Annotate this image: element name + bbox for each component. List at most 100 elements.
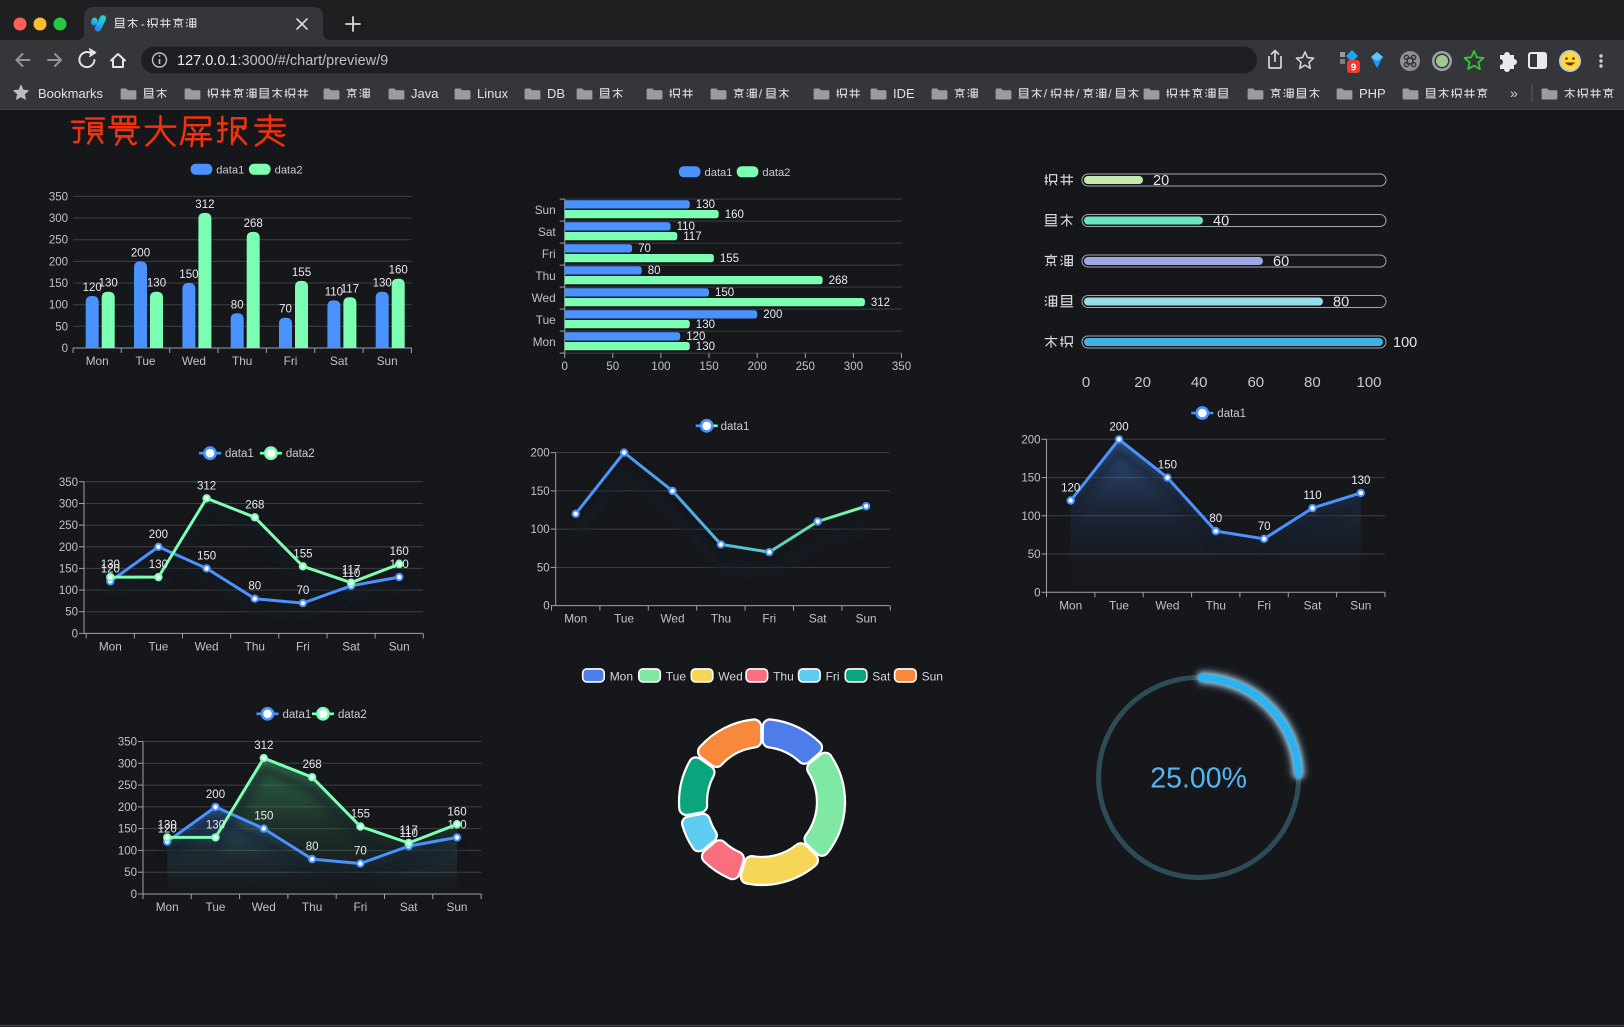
svg-text:Sat: Sat <box>872 669 891 683</box>
svg-text:250: 250 <box>118 780 137 792</box>
svg-text:130: 130 <box>696 319 715 331</box>
svg-text:Sun: Sun <box>922 669 943 683</box>
svg-text:160: 160 <box>725 209 744 221</box>
svg-text:Mon: Mon <box>99 639 122 653</box>
svg-text:100: 100 <box>49 300 68 312</box>
svg-text:data1: data1 <box>721 421 750 433</box>
svg-text:70: 70 <box>1258 521 1271 533</box>
svg-text:130: 130 <box>99 278 118 290</box>
svg-text:data2: data2 <box>275 164 303 176</box>
svg-text:117: 117 <box>683 231 701 243</box>
svg-text:117: 117 <box>342 565 360 577</box>
svg-text:40: 40 <box>1191 374 1208 391</box>
svg-text:268: 268 <box>244 218 263 230</box>
svg-text:Sun: Sun <box>377 354 398 368</box>
svg-text:25.00%: 25.00% <box>1150 763 1247 795</box>
svg-text:200: 200 <box>763 309 782 321</box>
svg-text:70: 70 <box>279 304 292 316</box>
svg-text:300: 300 <box>59 499 78 511</box>
svg-text:Fri: Fri <box>284 354 298 368</box>
svg-text:155: 155 <box>720 253 739 265</box>
svg-text:268: 268 <box>303 759 322 771</box>
svg-text:Wed: Wed <box>718 669 742 683</box>
svg-text:160: 160 <box>447 806 466 818</box>
svg-text:0: 0 <box>72 628 78 640</box>
svg-text:0: 0 <box>62 343 68 355</box>
svg-text:40: 40 <box>1213 214 1229 230</box>
svg-text:Wed: Wed <box>660 612 684 626</box>
svg-text:120: 120 <box>1061 483 1080 495</box>
svg-text:Sat: Sat <box>400 900 418 914</box>
svg-text:100: 100 <box>1393 335 1417 351</box>
svg-text:50: 50 <box>537 562 550 574</box>
svg-text:data2: data2 <box>338 709 367 721</box>
svg-text:Fri: Fri <box>354 900 368 914</box>
svg-text:Mon: Mon <box>610 669 633 683</box>
svg-text:Sun: Sun <box>447 900 468 914</box>
svg-text:80: 80 <box>1209 513 1222 525</box>
svg-text:120: 120 <box>83 282 102 294</box>
svg-text:/: / <box>1108 87 1112 101</box>
svg-text:110: 110 <box>400 828 418 840</box>
svg-text:80: 80 <box>231 299 244 311</box>
svg-text:80: 80 <box>648 265 661 277</box>
svg-text:data2: data2 <box>286 448 315 460</box>
svg-text:130: 130 <box>101 559 120 571</box>
svg-text:312: 312 <box>871 297 890 309</box>
svg-text:Mon: Mon <box>1059 598 1082 612</box>
svg-text:130: 130 <box>158 819 177 831</box>
svg-text:9: 9 <box>1351 63 1357 74</box>
svg-text:250: 250 <box>59 520 78 532</box>
svg-text:70: 70 <box>354 846 367 858</box>
svg-text:130: 130 <box>206 819 225 831</box>
svg-text:Tue: Tue <box>1109 598 1129 612</box>
svg-text:data1: data1 <box>225 448 254 460</box>
svg-text:200: 200 <box>1021 434 1040 446</box>
svg-text:Wed: Wed <box>182 354 206 368</box>
svg-text:Sat: Sat <box>342 639 360 653</box>
svg-text:Sat: Sat <box>330 354 348 368</box>
svg-text:150: 150 <box>1021 473 1040 485</box>
svg-text:0: 0 <box>131 889 137 901</box>
svg-text:Sat: Sat <box>809 612 827 626</box>
svg-text:200: 200 <box>748 361 767 373</box>
svg-text:80: 80 <box>306 841 319 853</box>
svg-text:data1: data1 <box>216 164 244 176</box>
svg-text:Fri: Fri <box>296 639 310 653</box>
svg-text:50: 50 <box>606 361 619 373</box>
svg-text:60: 60 <box>1273 254 1289 270</box>
svg-text:Bookmarks: Bookmarks <box>38 86 104 101</box>
svg-text:Wed: Wed <box>195 639 219 653</box>
svg-text:80: 80 <box>248 581 261 593</box>
svg-text:Sun: Sun <box>856 612 877 626</box>
svg-text:Thu: Thu <box>773 669 794 683</box>
svg-text:350: 350 <box>118 737 137 749</box>
svg-text:100: 100 <box>118 845 137 857</box>
svg-text:data2: data2 <box>762 167 790 179</box>
svg-text:Mon: Mon <box>86 354 109 368</box>
svg-text:PHP: PHP <box>1359 86 1386 101</box>
svg-text:110: 110 <box>677 221 695 233</box>
svg-text:Tue: Tue <box>136 354 156 368</box>
svg-text:Tue: Tue <box>666 669 687 683</box>
svg-text:Fri: Fri <box>762 612 776 626</box>
svg-text:130: 130 <box>1351 475 1370 487</box>
svg-text:250: 250 <box>796 361 815 373</box>
svg-text:150: 150 <box>1158 460 1177 472</box>
svg-text:110: 110 <box>342 568 360 580</box>
svg-text:0: 0 <box>1082 374 1090 391</box>
svg-text:120: 120 <box>101 563 120 575</box>
svg-text:300: 300 <box>49 213 68 225</box>
svg-text:150: 150 <box>49 278 68 290</box>
svg-text:Wed: Wed <box>1155 598 1179 612</box>
svg-text:Tue: Tue <box>148 639 168 653</box>
svg-text:Thu: Thu <box>535 269 555 283</box>
svg-text:160: 160 <box>390 546 409 558</box>
svg-text:100: 100 <box>59 585 78 597</box>
svg-text:20: 20 <box>1153 173 1169 189</box>
svg-text:130: 130 <box>696 199 715 211</box>
svg-text:155: 155 <box>292 267 311 279</box>
svg-text:200: 200 <box>131 247 150 259</box>
svg-text:/: / <box>1044 87 1048 101</box>
svg-text:100: 100 <box>531 524 550 536</box>
